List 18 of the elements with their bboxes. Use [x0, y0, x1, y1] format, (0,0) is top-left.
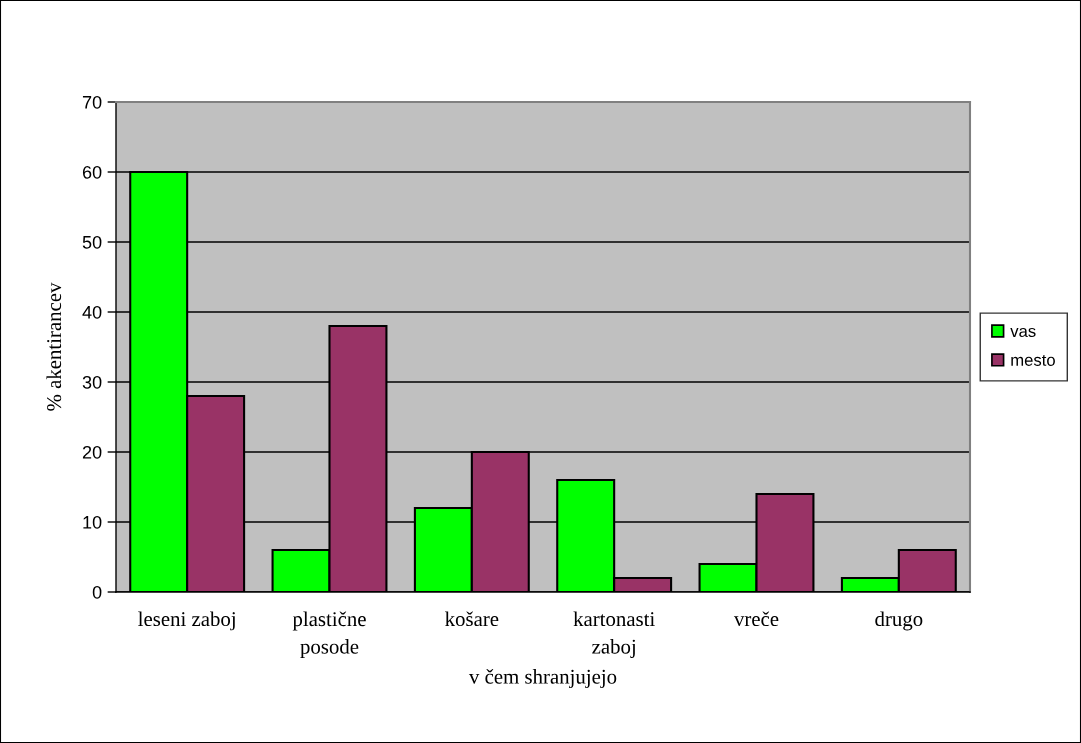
- y-tick-label: 40: [82, 305, 102, 319]
- x-tick-label: plastične posode: [292, 611, 366, 658]
- y-tick-label: 30: [82, 375, 102, 389]
- x-tick-label: drugo: [875, 611, 923, 631]
- legend-label: mesto: [1011, 354, 1055, 366]
- x-tick-label: košare: [445, 611, 499, 627]
- legend-label: vas: [1010, 327, 1036, 338]
- y-tick-label: 50: [82, 235, 102, 249]
- x-axis-title: v čem shranjujejo: [468, 669, 617, 688]
- x-tick-label: vreče: [733, 611, 779, 627]
- y-tick-label: 10: [83, 515, 102, 529]
- y-axis-title: % akentirancev: [46, 282, 62, 411]
- y-tick-label: 60: [82, 165, 102, 179]
- x-tick-label: kartonasti zaboj: [573, 611, 655, 658]
- y-tick-label: 70: [82, 95, 102, 109]
- y-tick-label: 0: [92, 585, 102, 599]
- y-tick-label: 20: [82, 445, 102, 459]
- x-tick-label: leseni zaboj: [138, 611, 235, 631]
